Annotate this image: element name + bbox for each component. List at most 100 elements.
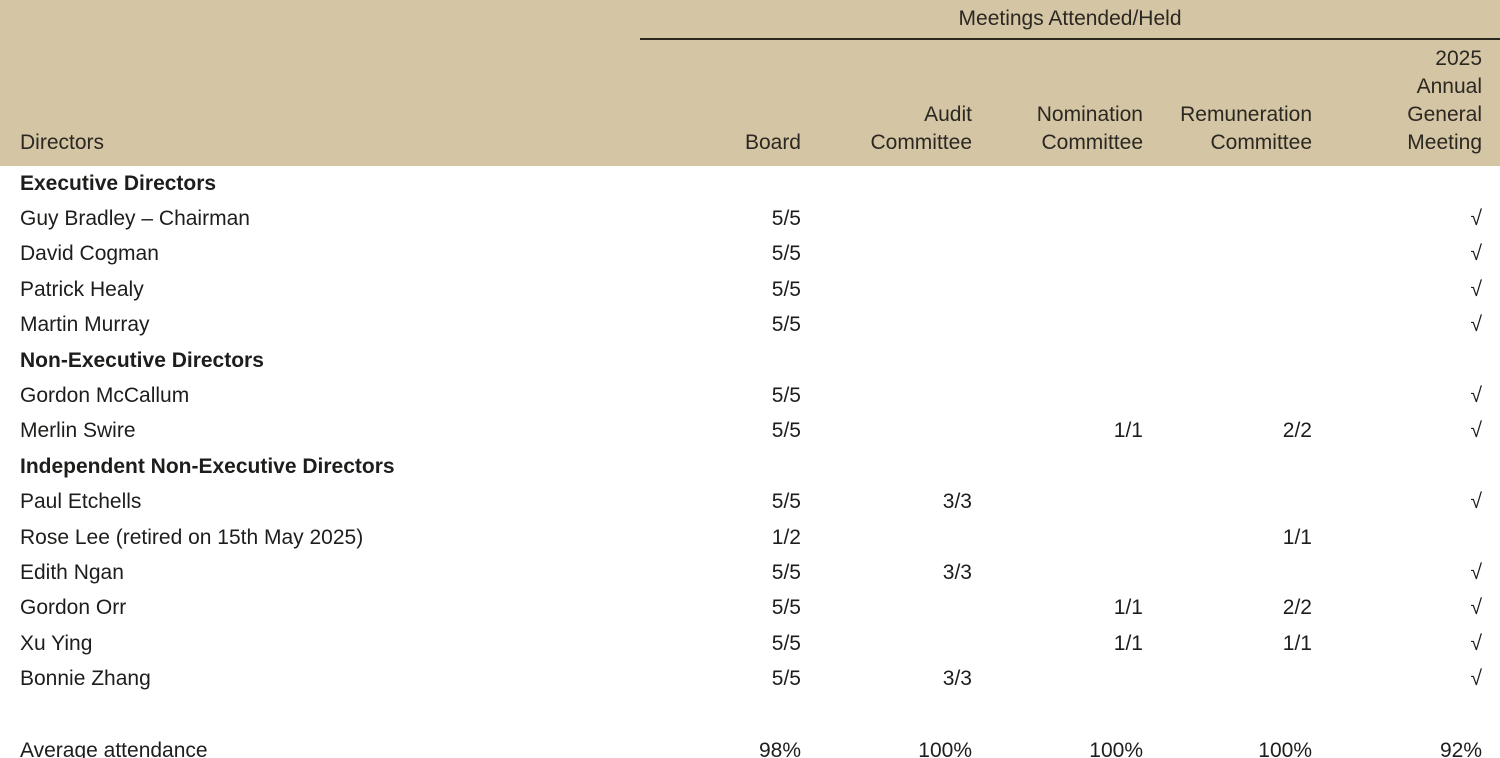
nomination-cell <box>972 378 1143 413</box>
audit-cell <box>801 201 972 236</box>
nomination-cell <box>972 661 1143 696</box>
nomination-cell <box>972 485 1143 520</box>
director-name-cell: Patrick Healy <box>20 277 144 301</box>
board-cell: 5/5 <box>771 490 801 514</box>
director-name-cell: Guy Bradley – Chairman <box>20 207 250 231</box>
agm-cell: √ <box>1470 667 1483 691</box>
remuneration-cell <box>1143 661 1312 696</box>
board-cell: 5/5 <box>771 560 801 584</box>
table-row: Martin Murray 5/5 √ <box>0 308 1500 343</box>
table-body: Executive Directors Guy Bradley – Chairma… <box>0 166 1500 697</box>
director-name-cell: Rose Lee (retired on 15th May 2025) <box>20 525 364 549</box>
nomination-cell <box>972 520 1143 555</box>
nomination-cell: 1/1 <box>1113 596 1143 620</box>
column-header-audit-committee: Audit Committee <box>870 103 972 154</box>
table-row: Patrick Healy 5/5 √ <box>0 272 1500 307</box>
spanner-row: Meetings Attended/Held <box>0 0 1500 40</box>
agm-cell: √ <box>1470 242 1483 266</box>
table-row: David Cogman 5/5 √ <box>0 237 1500 272</box>
group-label: Executive Directors <box>20 171 217 195</box>
remuneration-cell <box>1143 308 1312 343</box>
audit-cell <box>801 237 972 272</box>
column-header-directors: Directors <box>20 131 105 154</box>
audit-cell <box>801 414 972 449</box>
remuneration-cell <box>1143 378 1312 413</box>
nomination-cell: 1/1 <box>1113 631 1143 655</box>
nomination-cell <box>972 308 1143 343</box>
table-row: Guy Bradley – Chairman 5/5 √ <box>0 201 1500 236</box>
agm-cell: √ <box>1470 384 1483 408</box>
director-name-cell: Merlin Swire <box>20 419 136 443</box>
remuneration-cell <box>1143 201 1312 236</box>
audit-cell <box>801 272 972 307</box>
audit-cell: 3/3 <box>942 667 972 691</box>
agm-cell: √ <box>1470 490 1483 514</box>
audit-cell <box>801 308 972 343</box>
group-header-row: Executive Directors <box>0 166 1500 201</box>
spanner-spacer <box>0 0 640 39</box>
table-row: Merlin Swire 5/5 1/1 2/2 √ <box>0 414 1500 449</box>
director-name-cell: Paul Etchells <box>20 490 142 514</box>
audit-cell <box>801 378 972 413</box>
average-attendance-label: Average attendance <box>20 738 208 758</box>
audit-cell <box>801 626 972 661</box>
table-row: Gordon McCallum 5/5 √ <box>0 378 1500 413</box>
audit-cell <box>801 520 972 555</box>
board-cell: 5/5 <box>771 631 801 655</box>
agm-cell: √ <box>1470 419 1483 443</box>
board-cell: 5/5 <box>771 384 801 408</box>
director-name-cell: Xu Ying <box>20 631 93 655</box>
group-label: Independent Non-Executive Directors <box>20 454 395 478</box>
remuneration-cell <box>1143 485 1312 520</box>
board-cell: 5/5 <box>771 313 801 337</box>
director-name-cell: Gordon McCallum <box>20 384 190 408</box>
table-row: Xu Ying 5/5 1/1 1/1 √ <box>0 626 1500 661</box>
remuneration-cell <box>1143 237 1312 272</box>
agm-cell: √ <box>1470 631 1483 655</box>
board-cell: 5/5 <box>771 667 801 691</box>
board-cell: 5/5 <box>771 207 801 231</box>
average-remuneration-cell: 100% <box>1258 738 1312 758</box>
agm-cell: √ <box>1470 560 1483 584</box>
table-footer: Average attendance 98% 100% 100% 100% 92… <box>0 697 1500 758</box>
board-cell: 5/5 <box>771 596 801 620</box>
column-header-remuneration-committee: Remuneration Committee <box>1180 103 1312 154</box>
board-cell: 5/5 <box>771 242 801 266</box>
agm-cell: √ <box>1470 277 1483 301</box>
remuneration-cell: 2/2 <box>1282 419 1312 443</box>
nomination-cell <box>972 237 1143 272</box>
group-header-row: Non-Executive Directors <box>0 343 1500 378</box>
agm-cell <box>1312 520 1500 555</box>
group-header-row: Independent Non-Executive Directors <box>0 449 1500 484</box>
audit-cell: 3/3 <box>942 560 972 584</box>
agm-cell: √ <box>1470 207 1483 231</box>
spanner-header: Meetings Attended/Held <box>640 0 1500 40</box>
remuneration-cell: 1/1 <box>1282 525 1312 549</box>
table-row: Paul Etchells 5/5 3/3 √ <box>0 485 1500 520</box>
average-board-cell: 98% <box>758 738 801 758</box>
board-cell: 5/5 <box>771 419 801 443</box>
agm-cell: √ <box>1470 313 1483 337</box>
average-attendance-row: Average attendance 98% 100% 100% 100% 92… <box>0 697 1500 758</box>
average-audit-cell: 100% <box>918 738 972 758</box>
director-name-cell: Martin Murray <box>20 313 150 337</box>
audit-cell <box>801 591 972 626</box>
table-row: Bonnie Zhang 5/5 3/3 √ <box>0 661 1500 696</box>
column-header-nomination-committee: Nomination Committee <box>1036 103 1143 154</box>
nomination-cell <box>972 201 1143 236</box>
column-header-agm: 2025 Annual General Meeting <box>1407 47 1483 154</box>
table-row: Gordon Orr 5/5 1/1 2/2 √ <box>0 591 1500 626</box>
nomination-cell: 1/1 <box>1113 419 1143 443</box>
agm-cell: √ <box>1470 596 1483 620</box>
director-name-cell: Edith Ngan <box>20 560 124 584</box>
director-name-cell: Bonnie Zhang <box>20 667 151 691</box>
column-header-row: Directors Board Audit Committee Nominati… <box>0 39 1500 166</box>
remuneration-cell: 1/1 <box>1282 631 1312 655</box>
nomination-cell <box>972 272 1143 307</box>
remuneration-cell: 2/2 <box>1282 596 1312 620</box>
board-cell: 1/2 <box>771 525 801 549</box>
remuneration-cell <box>1143 272 1312 307</box>
table-row: Edith Ngan 5/5 3/3 √ <box>0 555 1500 590</box>
